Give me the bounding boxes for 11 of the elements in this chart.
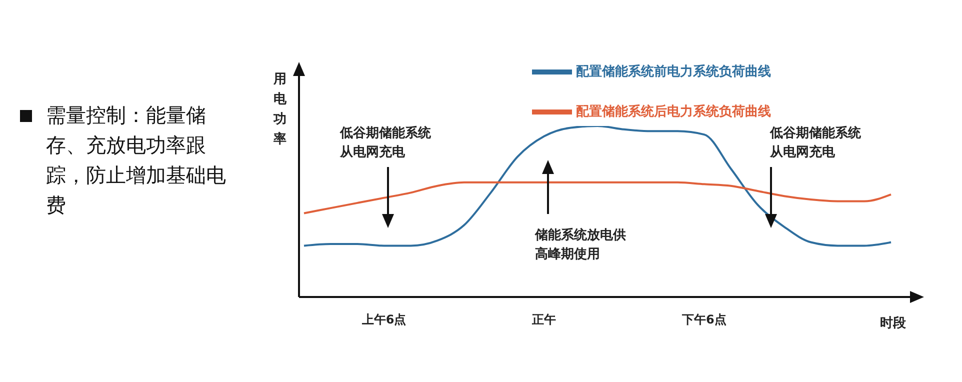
text: 需量控制：能量储存、充放电功率跟踪，防止增加基础电费: [46, 102, 226, 219]
y-axis-title: 用电功率: [272, 71, 288, 149]
x-tick-label: 正午: [531, 312, 556, 327]
annotation: 低谷期储能系统从电网充电: [340, 124, 432, 162]
x-tick-label: 下午6点: [681, 312, 726, 327]
x-axis-title: 时段: [880, 315, 906, 332]
x-tick-label: 上午6点: [360, 312, 406, 327]
legend-label: 配置储能系统前电力系统负荷曲线: [576, 64, 771, 80]
annotation: 低谷期储能系统从电网充电: [770, 124, 862, 162]
annotation: 储能系统放电供高峰期使用: [535, 226, 627, 264]
legend-label: 配置储能系统后电力系统负荷曲线: [576, 104, 771, 120]
